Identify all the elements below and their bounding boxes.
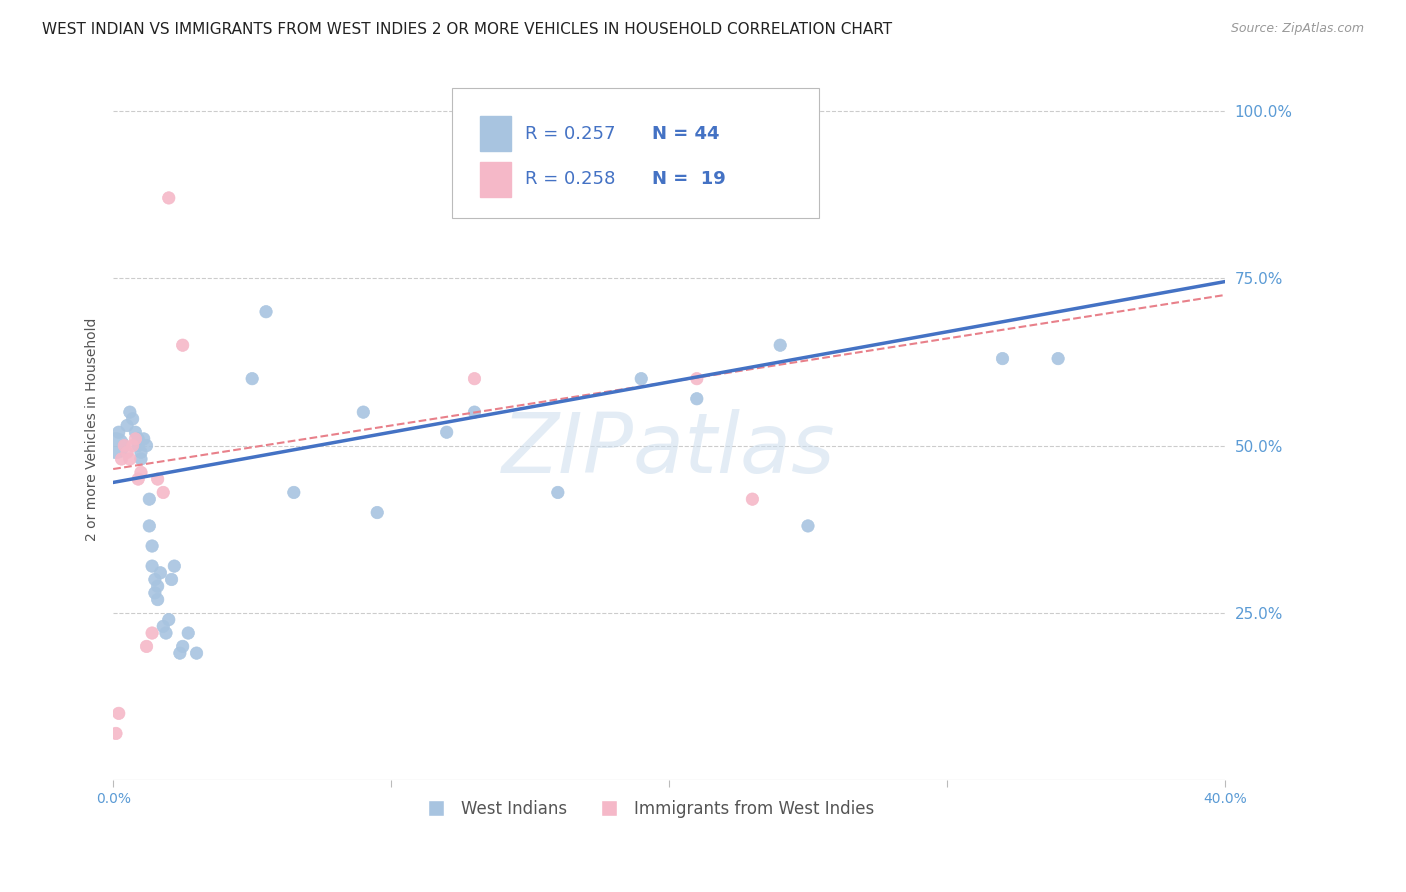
Point	[127, 472, 149, 486]
Point	[686, 372, 709, 386]
Point	[127, 432, 149, 446]
Point	[157, 613, 180, 627]
Point	[157, 191, 180, 205]
Point	[463, 405, 485, 419]
Point	[124, 425, 146, 440]
Point	[149, 566, 172, 580]
Legend: West Indians, Immigrants from West Indies: West Indians, Immigrants from West Indie…	[413, 793, 880, 825]
Text: N = 44: N = 44	[652, 125, 720, 143]
Point	[463, 372, 485, 386]
Point	[155, 626, 177, 640]
Point	[172, 640, 194, 654]
Y-axis label: 2 or more Vehicles in Household: 2 or more Vehicles in Household	[86, 318, 100, 541]
Point	[115, 445, 138, 459]
Point	[118, 452, 141, 467]
Point	[118, 405, 141, 419]
Point	[112, 439, 135, 453]
Point	[143, 573, 166, 587]
Point	[1047, 351, 1070, 366]
Point	[172, 338, 194, 352]
Point	[240, 372, 263, 386]
Point	[146, 472, 169, 486]
Point	[141, 539, 163, 553]
Point	[104, 439, 127, 453]
Point	[630, 372, 652, 386]
Point	[283, 485, 305, 500]
Point	[107, 425, 129, 440]
Text: R = 0.258: R = 0.258	[524, 170, 614, 188]
Point	[547, 485, 569, 500]
Point	[135, 439, 157, 453]
Point	[160, 573, 183, 587]
Text: ZIPatlas: ZIPatlas	[502, 409, 835, 491]
Point	[169, 646, 191, 660]
Text: R = 0.257: R = 0.257	[524, 125, 614, 143]
Point	[146, 592, 169, 607]
Point	[177, 626, 200, 640]
Point	[135, 640, 157, 654]
Point	[163, 559, 186, 574]
FancyBboxPatch shape	[453, 88, 820, 218]
Point	[152, 485, 174, 500]
Text: N =  19: N = 19	[652, 170, 725, 188]
Point	[107, 706, 129, 721]
Point	[124, 432, 146, 446]
Point	[138, 492, 160, 507]
Point	[769, 338, 792, 352]
Point	[352, 405, 374, 419]
Point	[104, 726, 127, 740]
Text: Source: ZipAtlas.com: Source: ZipAtlas.com	[1230, 22, 1364, 36]
Point	[141, 559, 163, 574]
Point	[797, 519, 820, 533]
Point	[254, 304, 277, 318]
Point	[138, 519, 160, 533]
Point	[115, 418, 138, 433]
Point	[127, 439, 149, 453]
Point	[186, 646, 208, 660]
Point	[991, 351, 1014, 366]
Point	[436, 425, 458, 440]
Point	[741, 492, 763, 507]
Text: WEST INDIAN VS IMMIGRANTS FROM WEST INDIES 2 OR MORE VEHICLES IN HOUSEHOLD CORRE: WEST INDIAN VS IMMIGRANTS FROM WEST INDI…	[42, 22, 893, 37]
Point	[110, 452, 132, 467]
Point	[686, 392, 709, 406]
Point	[141, 626, 163, 640]
Point	[146, 579, 169, 593]
Point	[121, 439, 143, 453]
Point	[129, 466, 152, 480]
Point	[152, 619, 174, 633]
Point	[121, 412, 143, 426]
Point	[132, 432, 155, 446]
Point	[366, 506, 388, 520]
Point	[129, 445, 152, 459]
Bar	[479, 161, 512, 197]
Point	[143, 586, 166, 600]
Bar	[479, 116, 512, 152]
Point	[129, 452, 152, 467]
